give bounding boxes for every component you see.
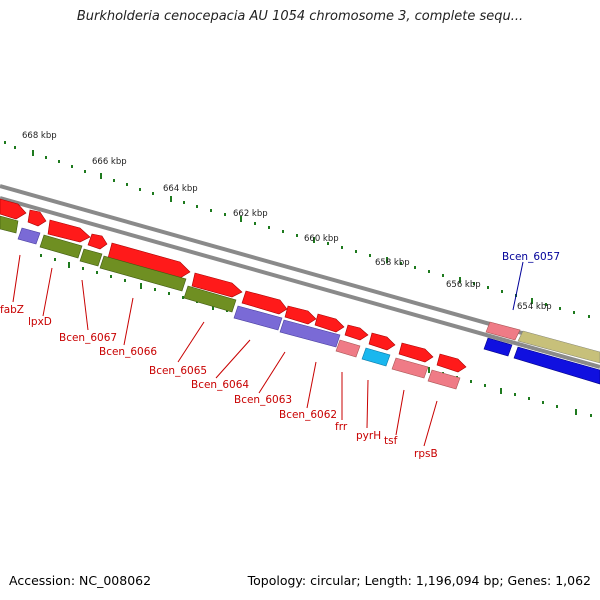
gene-feature — [233, 305, 283, 331]
gene-label-bcen-6067: Bcen_6067 — [59, 332, 117, 344]
scale-labels: 668 kbp 666 kbp 664 kbp 662 kbp 660 kbp … — [22, 131, 552, 312]
gene-feature — [241, 290, 288, 315]
scale-label-660: 660 kbp — [304, 234, 339, 244]
gene-label-rpsB: rpsB — [414, 448, 438, 460]
scale-label-656: 656 kbp — [446, 280, 481, 290]
gene-feature — [99, 255, 187, 292]
gene-feature — [517, 330, 600, 364]
gene-labels: fabZ lpxD Bcen_6067 Bcen_6066 Bcen_6065 … — [0, 251, 560, 460]
gene-feature — [335, 339, 361, 358]
genes — [0, 198, 600, 390]
gene-feature — [27, 209, 47, 227]
gene-feature — [368, 332, 396, 351]
scale-label-664: 664 kbp — [163, 184, 198, 194]
gene-feature — [436, 353, 467, 373]
gene-feature — [79, 248, 103, 267]
gene-feature — [183, 285, 237, 313]
scale-label-666: 666 kbp — [92, 157, 127, 167]
gene-feature — [17, 227, 41, 245]
scale-label-668: 668 kbp — [22, 131, 57, 141]
gene-feature — [279, 319, 341, 348]
gene-feature — [107, 242, 191, 279]
gene-feature — [47, 219, 91, 243]
gene-feature — [39, 234, 83, 259]
gene-label-bcen-6066: Bcen_6066 — [99, 346, 157, 358]
gene-feature — [284, 305, 317, 325]
gene-label-fabZ: fabZ — [0, 304, 24, 316]
scale-label-662: 662 kbp — [233, 209, 268, 219]
scale-track — [4, 141, 590, 318]
gene-feature — [191, 272, 243, 298]
map-title: Burkholderia cenocepacia AU 1054 chromos… — [76, 9, 524, 24]
gene-feature — [87, 233, 108, 250]
gene-label-tsf: tsf — [384, 435, 398, 447]
gene-feature — [344, 324, 369, 341]
gene-feature — [485, 321, 521, 341]
scale-label-654: 654 kbp — [517, 302, 552, 312]
gene-feature — [391, 357, 429, 379]
scale-label-658: 658 kbp — [375, 258, 410, 268]
gene-feature — [361, 347, 391, 367]
gene-feature — [0, 198, 27, 220]
gene-label-bcen-6062: Bcen_6062 — [279, 409, 337, 421]
accession-text: Accession: NC_008062 — [9, 573, 152, 588]
gene-feature — [427, 369, 461, 390]
gene-label-pyrH: pyrH — [356, 430, 381, 442]
gene-feature — [483, 337, 513, 357]
gene-label-frr: frr — [335, 421, 348, 433]
gene-feature — [314, 313, 345, 333]
gene-label-bcen-6064: Bcen_6064 — [191, 379, 249, 391]
gene-feature — [513, 346, 600, 385]
genome-summary-text: Topology: circular; Length: 1,196,094 bp… — [247, 573, 591, 588]
gene-feature — [398, 342, 434, 363]
gene-label-lpxD: lpxD — [28, 316, 52, 328]
label-leaders — [12, 254, 524, 447]
gene-feature — [0, 215, 19, 234]
gene-label-bcen-6065: Bcen_6065 — [149, 365, 207, 377]
gene-label-bcen-6063: Bcen_6063 — [234, 394, 292, 406]
gene-label-bcen-6057: Bcen_6057 — [502, 251, 560, 263]
